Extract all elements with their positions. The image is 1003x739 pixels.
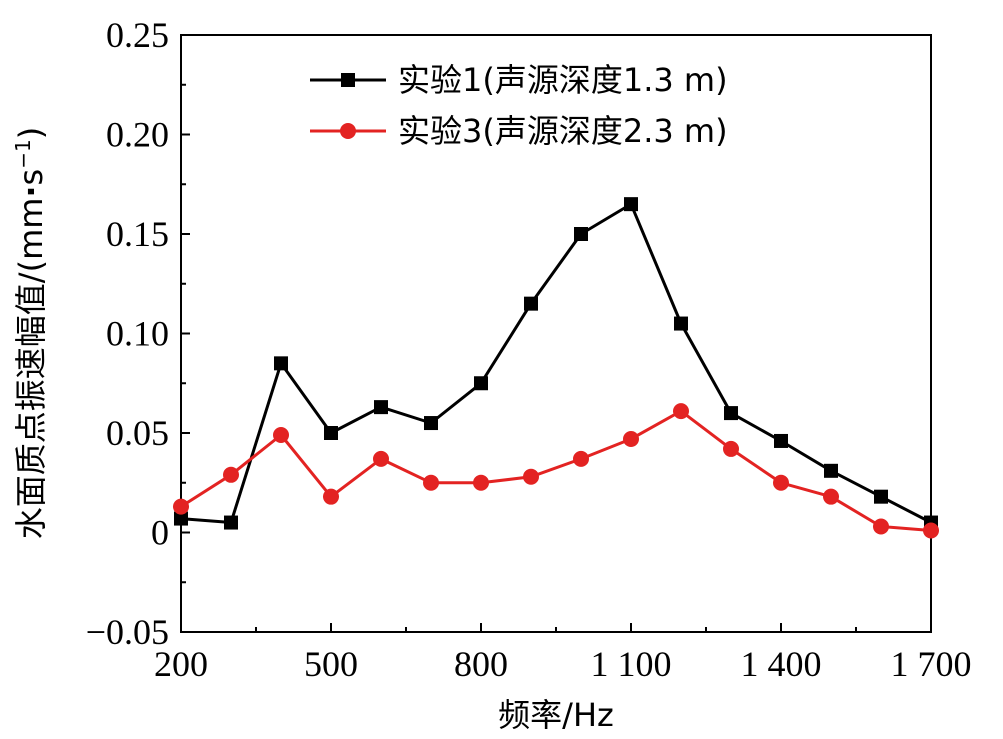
data-point bbox=[773, 474, 789, 491]
x-tick-label: 200 bbox=[154, 644, 208, 684]
data-point bbox=[274, 356, 288, 371]
data-point bbox=[573, 450, 589, 467]
data-point bbox=[173, 498, 189, 515]
axis-tick-labels: 200 500 800 1 100 1 400 1 700 −0.05 0 0.05 0.10 0.… bbox=[86, 15, 972, 684]
series-line bbox=[180, 409, 932, 532]
y-tick-label: 0.05 bbox=[106, 413, 169, 453]
data-point bbox=[923, 522, 939, 539]
x-axis-title: 频率/Hz bbox=[498, 696, 614, 734]
data-point bbox=[473, 474, 489, 491]
legend-marker bbox=[341, 73, 355, 87]
data-point bbox=[174, 511, 188, 526]
data-point bbox=[324, 426, 338, 440]
data-point bbox=[824, 463, 838, 478]
legend-item: 实验1(声源深度1.3 m) bbox=[310, 61, 728, 99]
legend: 实验1(声源深度1.3 m) 实验3(声源深度2.3 m) bbox=[310, 61, 728, 150]
x-tick-label: 800 bbox=[454, 644, 508, 684]
data-point bbox=[674, 316, 688, 331]
y-tick-label: 0 bbox=[151, 513, 169, 553]
data-point bbox=[323, 488, 339, 505]
data-point bbox=[374, 400, 388, 415]
data-point bbox=[873, 518, 889, 535]
x-tick-label: 500 bbox=[304, 644, 358, 684]
x-tick-label: 1 100 bbox=[591, 644, 672, 684]
data-point bbox=[774, 433, 788, 448]
y-tick-label: 0.10 bbox=[106, 314, 169, 354]
data-point bbox=[424, 416, 438, 431]
y-tick-label: −0.05 bbox=[86, 612, 169, 652]
y-axis-title: 水面质点振速幅值/(mm·s−1) bbox=[11, 127, 50, 539]
data-point bbox=[373, 450, 389, 467]
x-tick-label: 1 400 bbox=[741, 644, 822, 684]
data-series bbox=[173, 197, 939, 539]
legend-item: 实验3(声源深度2.3 m) bbox=[310, 112, 728, 150]
data-point bbox=[623, 430, 639, 447]
y-axis-title-exponent: −1 bbox=[11, 139, 35, 168]
y-axis-title-s: s bbox=[12, 169, 50, 186]
series-2 bbox=[173, 403, 939, 539]
x-tick-label: 1 700 bbox=[891, 644, 972, 684]
data-point bbox=[224, 515, 238, 530]
data-point bbox=[723, 440, 739, 457]
y-axis-title-close: ) bbox=[12, 127, 50, 139]
legend-label: 实验1(声源深度1.3 m) bbox=[398, 61, 728, 99]
y-axis-title-main: 水面质点振速幅值/(mm bbox=[12, 198, 50, 540]
data-point bbox=[724, 406, 738, 421]
data-point bbox=[574, 227, 588, 241]
data-point bbox=[273, 426, 289, 443]
series-1 bbox=[174, 197, 938, 530]
data-point bbox=[673, 403, 689, 420]
axis-ticks bbox=[180, 34, 932, 633]
data-point bbox=[524, 296, 538, 311]
data-point bbox=[423, 474, 439, 491]
y-tick-label: 0.20 bbox=[106, 115, 169, 155]
legend-label: 实验3(声源深度2.3 m) bbox=[398, 112, 728, 150]
y-axis-title-dot: · bbox=[12, 185, 50, 197]
data-point bbox=[523, 468, 539, 485]
y-tick-label: 0.15 bbox=[106, 214, 169, 254]
data-point bbox=[874, 489, 888, 504]
y-tick-label: 0.25 bbox=[106, 15, 169, 55]
data-point bbox=[823, 488, 839, 505]
legend-marker bbox=[340, 123, 356, 139]
data-point bbox=[624, 197, 638, 212]
data-point bbox=[474, 376, 488, 391]
series-line bbox=[180, 202, 932, 524]
data-point bbox=[223, 466, 239, 483]
